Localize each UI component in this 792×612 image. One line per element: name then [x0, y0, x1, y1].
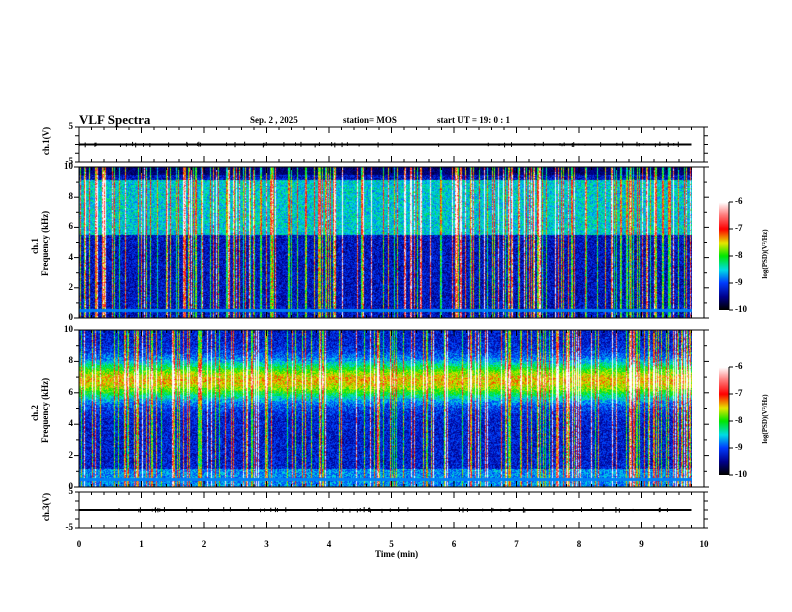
- panel-frame-3: [79, 330, 704, 487]
- y-tick-label: -5: [66, 522, 74, 532]
- x-tick-label: 6: [444, 539, 464, 549]
- x-tick-label: 1: [132, 539, 152, 549]
- colorbar-tick-label: -7: [735, 223, 743, 233]
- axes-layer: [0, 0, 792, 612]
- ch2-spec-ylabel: ch.2 Frequency (kHz): [30, 383, 50, 443]
- x-tick-label: 10: [694, 539, 714, 549]
- y-tick-label: 6: [69, 221, 74, 231]
- x-tick-label: 4: [319, 539, 339, 549]
- vlf-spectra-figure: VLF Spectra Sep. 2 , 2025 station= MOS s…: [0, 0, 792, 612]
- ch1-spec-ylabel: ch.1 Frequency (kHz): [30, 216, 50, 276]
- panel-frame-2: [79, 167, 704, 318]
- colorbar-tick-label: -8: [735, 250, 743, 260]
- colorbar-tick-label: -6: [735, 361, 743, 371]
- ch1-spec-ylabel-line2: Frequency (kHz): [40, 211, 50, 276]
- ch3-ylabel: ch.3(V): [41, 487, 51, 527]
- y-tick-label: 5: [69, 486, 74, 496]
- ch2-spec-ylabel-line2: Frequency (kHz): [40, 378, 50, 443]
- ch2-spec-ylabel-line1: ch.2: [30, 405, 40, 421]
- x-tick-label: 8: [569, 539, 589, 549]
- colorbar-tick-label: -9: [735, 442, 743, 452]
- y-tick-label: 10: [64, 161, 73, 171]
- x-tick-label: 5: [382, 539, 402, 549]
- y-tick-label: 5: [69, 121, 74, 131]
- x-tick-label: 3: [257, 539, 277, 549]
- y-tick-label: 2: [69, 450, 74, 460]
- y-tick-label: 8: [69, 191, 74, 201]
- x-axis-label: Time (min): [375, 549, 418, 559]
- colorbar-tick-label: -8: [735, 415, 743, 425]
- y-tick-label: 4: [69, 252, 74, 262]
- ch1-ylabel: ch.1(V): [41, 121, 51, 161]
- colorbar-tick-label: -7: [735, 388, 743, 398]
- y-tick-label: 6: [69, 387, 74, 397]
- y-tick-label: 4: [69, 418, 74, 428]
- x-tick-label: 9: [632, 539, 652, 549]
- y-tick-label: 8: [69, 355, 74, 365]
- x-tick-label: 0: [69, 539, 89, 549]
- colorbar-tick-label: -10: [735, 469, 747, 479]
- colorbar-tick-label: -10: [735, 304, 747, 314]
- colorbar-tick-label: -6: [735, 196, 743, 206]
- x-tick-label: 2: [194, 539, 214, 549]
- ch2-colorbar-label: log(PSD)(V²/Hz): [761, 374, 769, 464]
- x-tick-label: 7: [507, 539, 527, 549]
- colorbar-tick-label: -9: [735, 277, 743, 287]
- ch1-colorbar-label: log(PSD)(V²/Hz): [761, 209, 769, 299]
- y-tick-label: 0: [69, 312, 74, 322]
- ch1-spec-ylabel-line1: ch.1: [30, 238, 40, 254]
- y-tick-label: 10: [64, 324, 73, 334]
- y-tick-label: 2: [69, 282, 74, 292]
